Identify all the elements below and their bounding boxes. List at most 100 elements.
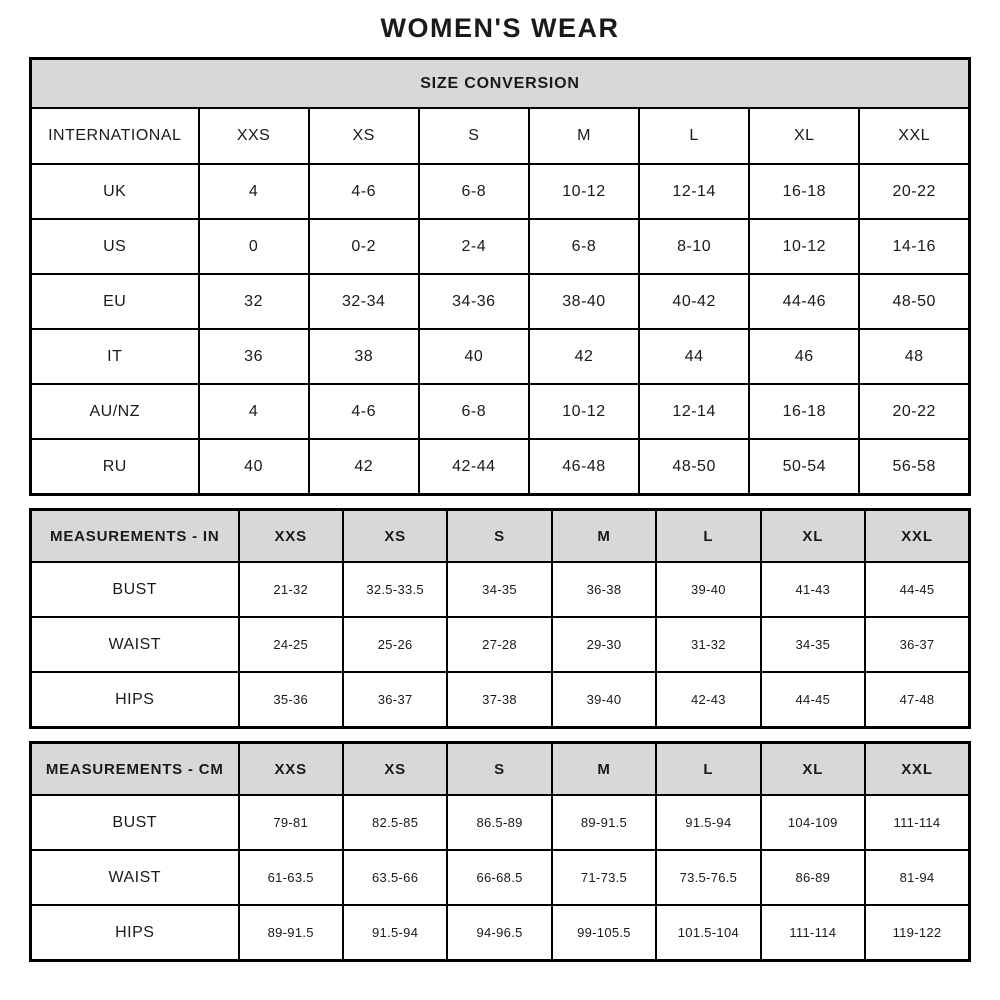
table-cell: 12-14 bbox=[638, 383, 751, 440]
table-cell: 40-42 bbox=[638, 273, 751, 330]
table-cell: 39-40 bbox=[655, 561, 762, 618]
table-cell: 42-44 bbox=[417, 438, 530, 496]
row-label-eu: EU bbox=[29, 273, 200, 330]
size-col-xs: XS bbox=[307, 107, 420, 165]
table-cell: 48-50 bbox=[858, 273, 971, 330]
row-label-bust: BUST bbox=[29, 794, 240, 851]
table-cell: 81-94 bbox=[864, 849, 971, 906]
measurements-in-table: MEASUREMENTS - IN XXS XS S M L XL XXL BU… bbox=[29, 508, 971, 729]
page-title: WOMEN'S WEAR bbox=[380, 13, 620, 43]
table-cell: 12-14 bbox=[638, 163, 751, 220]
column-header-international: INTERNATIONAL bbox=[29, 107, 200, 165]
size-col-xxs: XXS bbox=[237, 508, 344, 563]
table-cell: 34-35 bbox=[759, 616, 867, 673]
row-label-hips: HIPS bbox=[29, 671, 240, 729]
size-col-xs: XS bbox=[341, 508, 449, 563]
table-cell: 44-45 bbox=[759, 671, 867, 729]
size-conversion-table: SIZE CONVERSION INTERNATIONAL XXS XS S M… bbox=[29, 57, 971, 496]
table-cell: 6-8 bbox=[527, 218, 641, 275]
table-cell: 21-32 bbox=[237, 561, 344, 618]
size-col-xl: XL bbox=[759, 741, 867, 796]
size-col-xxs: XXS bbox=[237, 741, 344, 796]
table-cell: 42 bbox=[527, 328, 641, 385]
table-cell: 86-89 bbox=[759, 849, 867, 906]
table-cell: 44-46 bbox=[748, 273, 861, 330]
size-col-s: S bbox=[446, 741, 553, 796]
table-cell: 46-48 bbox=[527, 438, 641, 496]
table-cell: 0 bbox=[197, 218, 310, 275]
table-cell: 34-36 bbox=[417, 273, 530, 330]
table-cell: 38 bbox=[307, 328, 420, 385]
size-col-m: M bbox=[527, 107, 641, 165]
table-cell: 36-37 bbox=[864, 616, 971, 673]
measurements-cm-table: MEASUREMENTS - CM XXS XS S M L XL XXL BU… bbox=[29, 741, 971, 962]
table-row-waist-in: WAIST 24-25 25-26 27-28 29-30 31-32 34-3… bbox=[29, 616, 971, 673]
table-cell: 37-38 bbox=[446, 671, 553, 729]
size-conversion-header: SIZE CONVERSION bbox=[29, 57, 971, 109]
table-cell: 20-22 bbox=[858, 163, 971, 220]
table-row-it: IT 36 38 40 42 44 46 48 bbox=[29, 328, 971, 385]
table-cell: 39-40 bbox=[550, 671, 658, 729]
table-cell: 79-81 bbox=[237, 794, 344, 851]
table-cell: 10-12 bbox=[748, 218, 861, 275]
table-cell: 8-10 bbox=[638, 218, 751, 275]
row-label-us: US bbox=[29, 218, 200, 275]
table-cell: 91.5-94 bbox=[655, 794, 762, 851]
table-cell: 31-32 bbox=[655, 616, 762, 673]
table-cell: 24-25 bbox=[237, 616, 344, 673]
table-cell: 42 bbox=[307, 438, 420, 496]
size-col-s: S bbox=[417, 107, 530, 165]
table-row-aunz: AU/NZ 4 4-6 6-8 10-12 12-14 16-18 20-22 bbox=[29, 383, 971, 440]
table-cell: 73.5-76.5 bbox=[655, 849, 762, 906]
table-cell: 40 bbox=[417, 328, 530, 385]
size-col-xs: XS bbox=[341, 741, 449, 796]
table-cell: 4-6 bbox=[307, 163, 420, 220]
table-cell: 14-16 bbox=[858, 218, 971, 275]
size-col-xxs: XXS bbox=[197, 107, 310, 165]
row-label-hips: HIPS bbox=[29, 904, 240, 962]
table-row-hips-cm: HIPS 89-91.5 91.5-94 94-96.5 99-105.5 10… bbox=[29, 904, 971, 962]
table-cell: 46 bbox=[748, 328, 861, 385]
table-cell: 29-30 bbox=[550, 616, 658, 673]
table-cell: 36 bbox=[197, 328, 310, 385]
table-cell: 82.5-85 bbox=[341, 794, 449, 851]
table-cell: 35-36 bbox=[237, 671, 344, 729]
table-cell: 86.5-89 bbox=[446, 794, 553, 851]
row-label-waist: WAIST bbox=[29, 849, 240, 906]
table-cell: 71-73.5 bbox=[550, 849, 658, 906]
table-cell: 89-91.5 bbox=[237, 904, 344, 962]
row-label-waist: WAIST bbox=[29, 616, 240, 673]
table-cell: 99-105.5 bbox=[550, 904, 658, 962]
size-col-xl: XL bbox=[759, 508, 867, 563]
table-cell: 63.5-66 bbox=[341, 849, 449, 906]
table-cell: 25-26 bbox=[341, 616, 449, 673]
table-row: MEASUREMENTS - CM XXS XS S M L XL XXL bbox=[29, 741, 971, 796]
table-cell: 48-50 bbox=[638, 438, 751, 496]
table-cell: 10-12 bbox=[527, 163, 641, 220]
row-label-ru: RU bbox=[29, 438, 200, 496]
size-col-l: L bbox=[638, 107, 751, 165]
table-row-bust-cm: BUST 79-81 82.5-85 86.5-89 89-91.5 91.5-… bbox=[29, 794, 971, 851]
row-label-aunz: AU/NZ bbox=[29, 383, 200, 440]
size-col-m: M bbox=[550, 741, 658, 796]
size-col-xxl: XXL bbox=[864, 741, 971, 796]
table-cell: 6-8 bbox=[417, 383, 530, 440]
table-cell: 66-68.5 bbox=[446, 849, 553, 906]
table-row: SIZE CONVERSION bbox=[29, 57, 971, 109]
table-cell: 50-54 bbox=[748, 438, 861, 496]
row-label-it: IT bbox=[29, 328, 200, 385]
table-cell: 101.5-104 bbox=[655, 904, 762, 962]
table-cell: 61-63.5 bbox=[237, 849, 344, 906]
measurements-cm-header: MEASUREMENTS - CM bbox=[29, 741, 240, 796]
table-row-waist-cm: WAIST 61-63.5 63.5-66 66-68.5 71-73.5 73… bbox=[29, 849, 971, 906]
table-cell: 34-35 bbox=[446, 561, 553, 618]
table-cell: 16-18 bbox=[748, 163, 861, 220]
table-cell: 94-96.5 bbox=[446, 904, 553, 962]
table-cell: 32-34 bbox=[307, 273, 420, 330]
size-col-s: S bbox=[446, 508, 553, 563]
size-col-m: M bbox=[550, 508, 658, 563]
table-cell: 2-4 bbox=[417, 218, 530, 275]
size-col-l: L bbox=[655, 508, 762, 563]
table-row-ru: RU 40 42 42-44 46-48 48-50 50-54 56-58 bbox=[29, 438, 971, 496]
size-col-l: L bbox=[655, 741, 762, 796]
